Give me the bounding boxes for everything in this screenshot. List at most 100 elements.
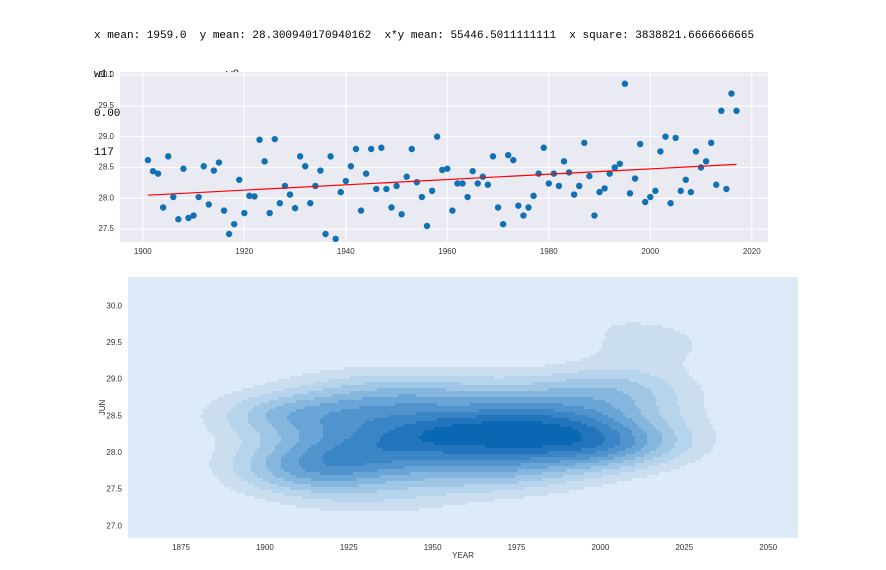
data-point [535,170,542,177]
data-point [667,199,674,207]
x-tick-label: 1925 [340,543,358,552]
kde-level [419,421,581,448]
data-point [459,180,466,187]
data-point [489,153,497,160]
x-axis-label: YEAR [452,551,474,560]
data-point [256,136,263,143]
data-point [652,187,659,195]
data-point [327,153,334,160]
y-tick-label: 28.5 [106,411,122,420]
data-point [342,177,350,185]
data-point [494,204,502,211]
regression-line [147,163,737,196]
data-point [713,181,720,188]
data-point [636,140,644,148]
y-tick-label: 27.0 [106,521,122,530]
data-point [428,187,436,195]
data-point [388,204,395,211]
data-point [707,139,715,147]
data-point [570,191,578,198]
data-point [291,204,299,212]
y-tick-label: 29.0 [98,132,114,141]
data-point [403,173,410,180]
y-tick-label: 27.5 [98,224,114,233]
x-tick-label: 1875 [172,543,190,552]
x-tick-label: 1980 [540,247,558,256]
data-point [215,159,223,166]
data-point [159,204,167,211]
x-tick-label: 1900 [256,543,274,552]
data-point [718,107,725,115]
data-point [352,145,360,153]
data-point [555,182,563,190]
x-tick-label: 1920 [235,247,253,256]
data-point [362,170,370,177]
data-point [677,187,684,195]
y-tick-label: 28.0 [98,193,114,202]
data-point [286,191,294,198]
data-point [662,133,669,140]
y-tick-label: 30.0 [98,70,114,79]
data-point [383,185,390,193]
data-point [728,90,735,97]
data-point [565,169,573,176]
data-point [596,188,603,196]
data-point [246,192,253,200]
data-point [641,198,649,206]
x-tick-label: 2050 [759,543,777,552]
x-tick-label: 1940 [337,247,355,256]
data-point [236,176,243,183]
data-point [347,163,355,170]
data-point [149,167,157,175]
data-point [170,193,177,201]
data-point [210,167,218,174]
x-tick-label: 1950 [424,543,442,552]
data-point [413,179,421,186]
plot-background [120,72,768,242]
data-point [398,211,405,218]
data-point [241,209,248,217]
data-point [520,212,527,219]
data-point [530,192,537,200]
data-point [408,145,415,153]
data-point [647,193,654,201]
y-tick-label: 28.5 [98,163,114,172]
y-tick-label: 28.0 [106,448,122,457]
data-point [296,153,304,160]
data-point [733,107,740,115]
y-tick-label: 30.0 [106,301,122,310]
data-point [220,207,228,214]
data-point [225,230,233,238]
data-point [581,139,588,147]
data-point [611,164,618,171]
data-point [499,220,507,228]
data-point [657,148,664,155]
data-point [373,185,380,193]
data-point [525,204,532,211]
y-tick-label: 29.5 [98,101,114,110]
data-point [510,156,517,164]
x-tick-label: 2000 [641,247,659,256]
y-tick-label: 27.5 [106,485,122,494]
data-point [515,202,522,209]
data-point [631,175,639,182]
data-point [692,148,700,155]
data-point [332,235,339,243]
data-point [606,170,613,177]
data-point [276,199,284,207]
data-point [504,151,512,159]
data-point [433,133,441,140]
data-point [185,214,192,222]
data-point [474,180,481,187]
data-point [484,181,492,188]
data-point [418,193,426,201]
data-point [702,158,710,165]
data-point [540,144,547,151]
data-point [261,158,268,165]
data-point [560,158,568,165]
data-point [697,164,705,171]
data-point [230,220,238,228]
data-point [621,80,629,87]
x-tick-label: 2000 [591,543,609,552]
